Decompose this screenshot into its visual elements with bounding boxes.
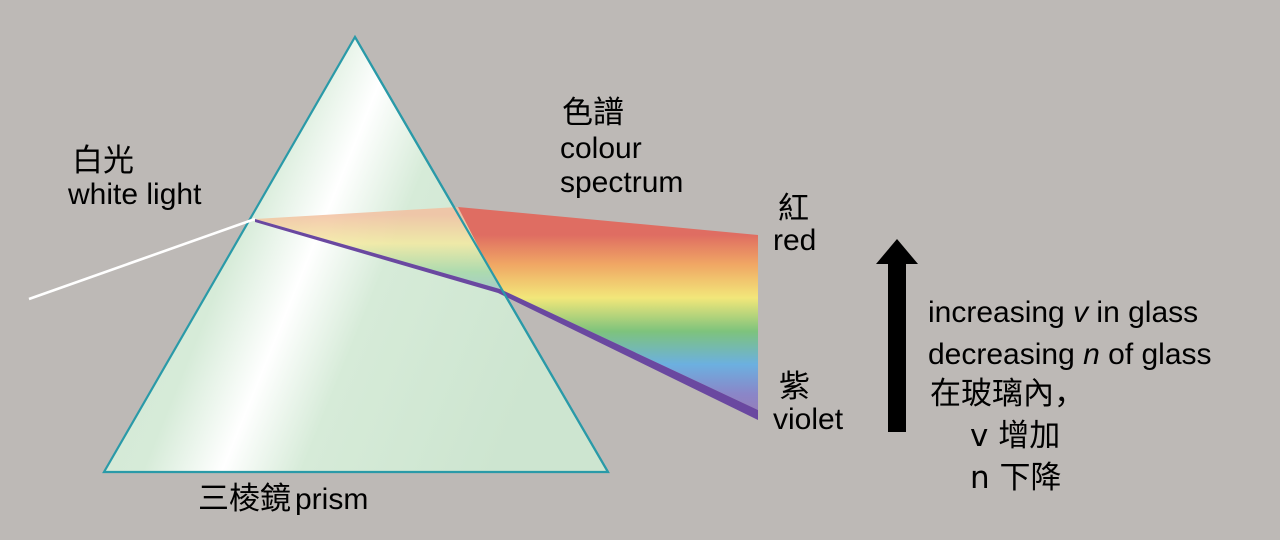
note-line-index-pre: decreasing xyxy=(928,338,1084,371)
note-var-v: v xyxy=(1073,296,1089,329)
prism-label: 三棱鏡 prism xyxy=(198,484,368,515)
spectrum-label-zh: 色譜 xyxy=(562,95,624,131)
note-line-velocity-post: in glass xyxy=(1088,296,1199,329)
violet-label-zh: 紫 xyxy=(779,369,810,405)
red-label-en: red xyxy=(773,224,817,257)
prism-label-zh: 三棱鏡 xyxy=(198,481,291,517)
note-line-zh-v-increase: v 增加 xyxy=(970,418,1061,454)
note-line-velocity-pre: increasing xyxy=(928,296,1074,329)
note-line-index-post: of glass xyxy=(1099,338,1212,371)
prism-right-edge xyxy=(354,36,609,473)
note-line-zh-in-glass: 在玻璃內， xyxy=(930,376,1085,412)
spectrum-label-en-1: colour xyxy=(560,132,642,165)
white-light-ray xyxy=(28,217,256,301)
dispersion-fan-inside-prism xyxy=(255,207,500,289)
white-light-label-en: white light xyxy=(68,178,202,211)
note-line-velocity: increasing v in glass xyxy=(928,298,1198,328)
white-light-label-zh: 白光 xyxy=(72,143,134,179)
violet-label-en: violet xyxy=(773,403,844,436)
note-line-index: decreasing n of glass xyxy=(928,340,1212,370)
colour-spectrum-band xyxy=(458,207,758,410)
prism-label-en: prism xyxy=(295,483,369,516)
spectrum-label-en-2: spectrum xyxy=(560,166,684,199)
red-label-zh: 紅 xyxy=(778,191,809,227)
note-var-n: n xyxy=(1083,338,1100,371)
arrow-shaft xyxy=(888,262,906,432)
arrow-head-icon xyxy=(876,239,918,264)
note-line-zh-n-decrease: n 下降 xyxy=(970,460,1062,496)
